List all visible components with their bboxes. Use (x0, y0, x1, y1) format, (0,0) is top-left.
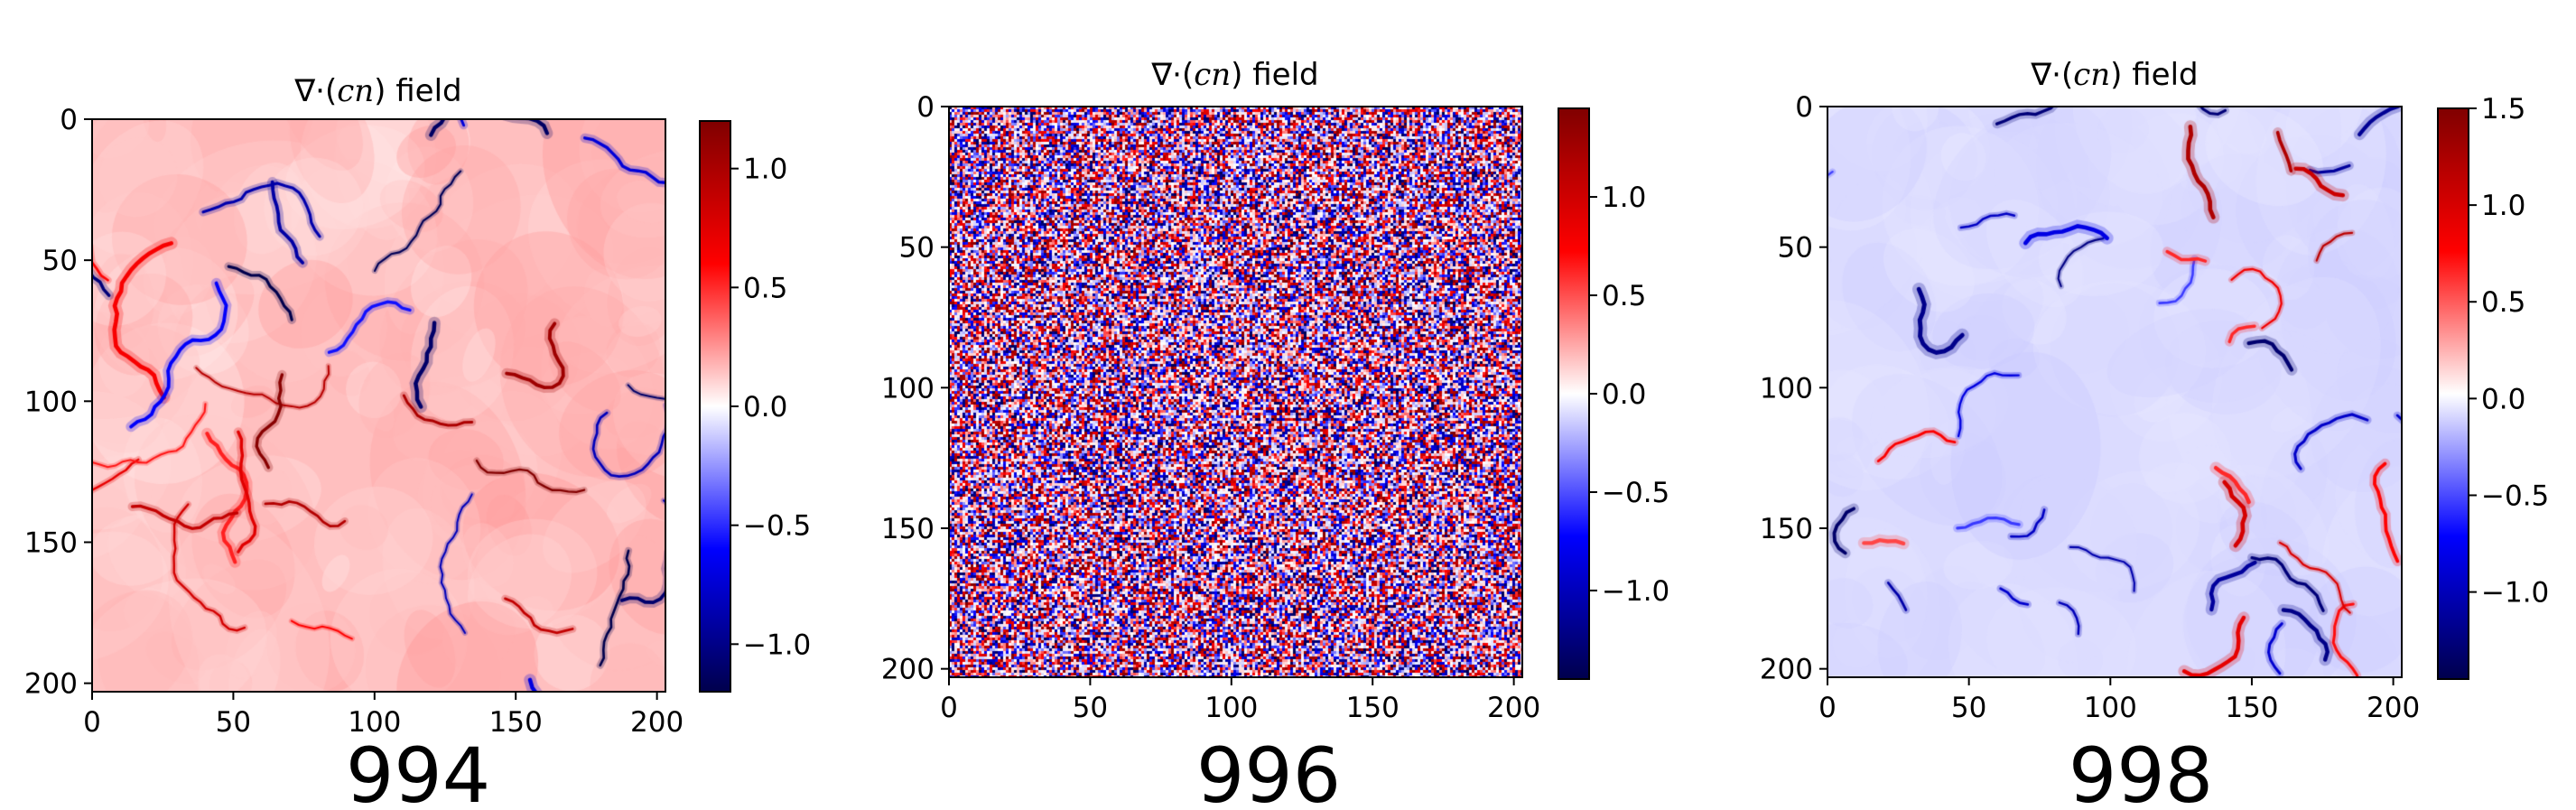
panel-1-heatmap (92, 119, 665, 692)
panel-1-xtick-label: 0 (83, 706, 101, 739)
panel-1-xtick-label: 100 (348, 706, 401, 739)
panel-1-ytick-label: 100 (24, 386, 78, 418)
panel-1-xtick-label: 50 (216, 706, 251, 739)
panel-3-xtick-label: 100 (2084, 692, 2137, 724)
panel-3-ytick-label: 150 (1760, 513, 1813, 545)
panel-1-xtick-label: 150 (489, 706, 543, 739)
panel-1-colorbar-tick-label: −1.0 (743, 628, 811, 661)
panel-2-ytick-label: 50 (899, 232, 935, 265)
panel-2-ytick-label: 150 (881, 513, 935, 545)
panel-3-colorbar-tick-label: 1.0 (2481, 190, 2525, 222)
panel-1-colorbar-tick-label: 0.0 (743, 391, 787, 424)
panel-2-colorbar-tick-label: 0.5 (1602, 280, 1646, 312)
panel-3-xtick-label: 200 (2367, 692, 2420, 724)
panel-1-ytick-label: 0 (60, 104, 78, 136)
panel-2-colorbar-tick-label: −0.5 (1602, 477, 1669, 509)
panel-1-ytick-label: 150 (24, 526, 78, 559)
panel-3-title: ∇·(cn) field (2030, 57, 2198, 93)
panel-2-caption: 996 (1196, 731, 1341, 810)
panel-2-xtick-label: 50 (1073, 692, 1108, 724)
panel-3-colorbar-tick-label: 0.0 (2481, 383, 2525, 415)
panel-3-colorbar-tick-label: −1.0 (2481, 577, 2549, 610)
panel-2-colorbar-tick-label: 0.0 (1602, 378, 1646, 411)
panel-3-colorbar (2437, 107, 2469, 680)
panel-1-ytick-label: 50 (42, 245, 78, 277)
panel-3-ytick-label: 200 (1760, 654, 1813, 686)
panel-2-xtick-label: 100 (1204, 692, 1258, 724)
panel-3-xtick-label: 150 (2225, 692, 2278, 724)
panel-1-colorbar-tick-label: 0.5 (743, 272, 787, 304)
panel-3-colorbar-tick-label: −0.5 (2481, 479, 2549, 512)
panel-2-ytick-label: 200 (881, 654, 935, 686)
panel-3-heatmap (1827, 107, 2402, 677)
panel-1-plot-frame (91, 118, 666, 693)
panel-3-caption: 998 (2069, 731, 2213, 810)
panel-2-plot-frame (948, 106, 1523, 678)
panel-1-xtick-label: 200 (630, 706, 684, 739)
panel-3-xtick-label: 0 (1818, 692, 1837, 724)
panel-2-ytick-label: 100 (881, 372, 935, 405)
panel-2-colorbar-tick-label: 1.0 (1602, 182, 1646, 214)
panel-3-ytick-label: 100 (1760, 372, 1813, 405)
panel-1-colorbar (699, 120, 731, 693)
panel-2-heatmap (949, 107, 1522, 677)
panel-2-colorbar (1558, 107, 1590, 680)
panel-3-xtick-label: 50 (1951, 692, 1986, 724)
panel-3-ytick-label: 0 (1795, 91, 1813, 124)
panel-2-xtick-label: 150 (1346, 692, 1400, 724)
panel-3-colorbar-tick-label: 1.5 (2481, 93, 2525, 126)
panel-3-ytick-label: 50 (1778, 232, 1813, 265)
panel-2-ytick-label: 0 (916, 91, 935, 124)
panel-2-title: ∇·(cn) field (1150, 57, 1318, 93)
panel-3-plot-frame (1827, 106, 2403, 678)
panel-3-colorbar-tick-label: 0.5 (2481, 286, 2525, 319)
panel-2-xtick-label: 200 (1487, 692, 1540, 724)
panel-2-colorbar-tick-label: −1.0 (1602, 575, 1669, 608)
panel-2-xtick-label: 0 (940, 692, 958, 724)
panel-1-colorbar-tick-label: 1.0 (743, 154, 787, 186)
panel-1-colorbar-tick-label: −0.5 (743, 510, 811, 543)
panel-1-ytick-label: 200 (24, 668, 78, 701)
panel-1-title: ∇·(cn) field (293, 73, 461, 109)
panel-1-caption: 994 (346, 731, 490, 810)
